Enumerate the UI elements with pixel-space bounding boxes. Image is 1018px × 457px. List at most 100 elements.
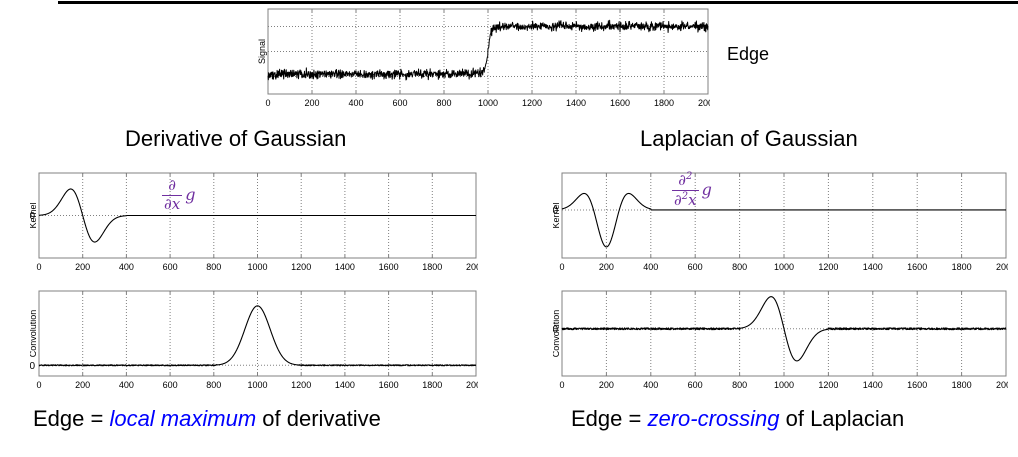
- svg-text:1600: 1600: [379, 380, 399, 390]
- svg-text:1600: 1600: [907, 262, 927, 272]
- svg-text:0: 0: [559, 380, 564, 390]
- svg-text:1200: 1200: [291, 262, 311, 272]
- svg-text:1000: 1000: [774, 262, 794, 272]
- signal-plot: 0 200 400 600 800 1000 1200 1400 1600 1800 2000 Sig…: [258, 8, 710, 108]
- top-rule: [58, 1, 1018, 4]
- svg-text:2000: 2000: [996, 380, 1008, 390]
- svg-text:0: 0: [30, 361, 35, 372]
- caption-derivative: Edge = local maximum of derivative: [33, 406, 381, 432]
- svg-text:1000: 1000: [247, 262, 267, 272]
- derivative-fraction: ∂ ∂x: [162, 176, 183, 214]
- svg-text:1600: 1600: [907, 380, 927, 390]
- signal-plot-panel: 0 200 400 600 800 1000 1200 1400 1600 1800 2000 Sig…: [258, 6, 710, 110]
- derivative-kernel-plot: 02004006008001000120014001600180020000Ke…: [30, 172, 478, 272]
- svg-text:1400: 1400: [566, 98, 586, 108]
- derivative-kernel-panel: 02004006008001000120014001600180020000Ke…: [30, 170, 478, 274]
- svg-text:400: 400: [119, 380, 134, 390]
- caption-derivative-prefix: Edge =: [33, 406, 110, 431]
- svg-text:1400: 1400: [335, 262, 355, 272]
- svg-text:400: 400: [643, 380, 658, 390]
- svg-text:1800: 1800: [422, 262, 442, 272]
- derivative-convolution-panel: 0 200 400 600 800 1000 1200 1400 1600 1800 2000 0 Co…: [30, 288, 478, 392]
- svg-text:1800: 1800: [952, 380, 972, 390]
- derivative-formula: ∂ ∂x g: [162, 176, 196, 214]
- caption-laplacian-emphasis: zero-crossing: [647, 406, 780, 431]
- caption-laplacian: Edge = zero-crossing of Laplacian: [571, 406, 904, 432]
- svg-text:0: 0: [36, 380, 41, 390]
- svg-text:200: 200: [75, 262, 90, 272]
- svg-text:1200: 1200: [291, 380, 311, 390]
- fraction-bar: [672, 189, 699, 192]
- svg-text:400: 400: [348, 98, 363, 108]
- svg-text:200: 200: [599, 380, 614, 390]
- svg-text:2000: 2000: [466, 380, 478, 390]
- svg-text:1200: 1200: [818, 380, 838, 390]
- svg-text:800: 800: [206, 380, 221, 390]
- svg-text:600: 600: [163, 262, 178, 272]
- svg-text:1800: 1800: [654, 98, 674, 108]
- svg-text:0: 0: [553, 324, 558, 335]
- svg-text:600: 600: [163, 380, 178, 390]
- svg-text:1800: 1800: [422, 380, 442, 390]
- laplacian-kernel-plot: 02004006008001000120014001600180020000Ke…: [553, 172, 1008, 272]
- svg-text:0: 0: [30, 211, 35, 222]
- svg-text:1400: 1400: [335, 380, 355, 390]
- svg-text:Signal: Signal: [258, 39, 267, 64]
- svg-text:200: 200: [599, 262, 614, 272]
- svg-text:800: 800: [732, 262, 747, 272]
- svg-text:1200: 1200: [522, 98, 542, 108]
- svg-text:800: 800: [436, 98, 451, 108]
- laplacian-operand: g: [701, 180, 712, 200]
- laplacian-numerator-symbol: ∂: [678, 171, 686, 189]
- caption-laplacian-prefix: Edge =: [571, 406, 648, 431]
- svg-text:1400: 1400: [863, 380, 883, 390]
- svg-text:Convolution: Convolution: [30, 310, 38, 358]
- laplacian-convolution-panel: 02004006008001000120014001600180020000Co…: [553, 288, 1008, 392]
- svg-text:1000: 1000: [774, 380, 794, 390]
- svg-text:0: 0: [553, 205, 558, 216]
- laplacian-formula: ∂2 ∂2x g: [672, 171, 712, 210]
- laplacian-kernel-panel: 02004006008001000120014001600180020000Ke…: [553, 170, 1008, 274]
- svg-text:0: 0: [559, 262, 564, 272]
- svg-text:800: 800: [206, 262, 221, 272]
- caption-laplacian-suffix: of Laplacian: [779, 406, 905, 431]
- svg-text:200: 200: [304, 98, 319, 108]
- derivative-convolution-plot: 0 200 400 600 800 1000 1200 1400 1600 1800 2000 0 Co…: [30, 290, 478, 390]
- edge-annotation: Edge: [727, 44, 770, 64]
- caption-derivative-emphasis: local maximum: [109, 406, 257, 431]
- svg-text:Kernel: Kernel: [30, 202, 38, 228]
- svg-text:1800: 1800: [952, 262, 972, 272]
- svg-text:600: 600: [688, 380, 703, 390]
- section-title-derivative: Derivative of Gaussian: [125, 126, 347, 151]
- caption-derivative-suffix: of derivative: [256, 406, 381, 431]
- svg-text:400: 400: [119, 262, 134, 272]
- svg-text:800: 800: [732, 380, 747, 390]
- derivative-numerator: ∂: [168, 176, 176, 194]
- svg-text:1000: 1000: [247, 380, 267, 390]
- svg-text:1600: 1600: [379, 262, 399, 272]
- svg-text:2000: 2000: [996, 262, 1008, 272]
- svg-text:Convolution: Convolution: [553, 310, 561, 358]
- laplacian-denominator-symbol: ∂: [674, 191, 682, 210]
- svg-text:2000: 2000: [698, 98, 710, 108]
- svg-text:1000: 1000: [478, 98, 498, 108]
- svg-text:1200: 1200: [818, 262, 838, 272]
- svg-text:1400: 1400: [863, 262, 883, 272]
- svg-text:400: 400: [643, 262, 658, 272]
- svg-text:Kernel: Kernel: [553, 202, 561, 228]
- svg-text:600: 600: [392, 98, 407, 108]
- svg-text:0: 0: [36, 262, 41, 272]
- svg-text:600: 600: [688, 262, 703, 272]
- derivative-operand: g: [185, 185, 196, 205]
- derivative-denominator: ∂x: [164, 195, 181, 214]
- fraction-bar: [162, 194, 183, 197]
- svg-text:200: 200: [75, 380, 90, 390]
- laplacian-denominator-variable: x: [688, 191, 697, 210]
- laplacian-denominator: ∂2x: [672, 191, 699, 210]
- svg-text:2000: 2000: [466, 262, 478, 272]
- section-title-laplacian: Laplacian of Gaussian: [640, 126, 858, 151]
- svg-text:0: 0: [265, 98, 270, 108]
- laplacian-convolution-plot: 02004006008001000120014001600180020000Co…: [553, 290, 1008, 390]
- laplacian-numerator: ∂2: [676, 171, 694, 189]
- svg-text:1600: 1600: [610, 98, 630, 108]
